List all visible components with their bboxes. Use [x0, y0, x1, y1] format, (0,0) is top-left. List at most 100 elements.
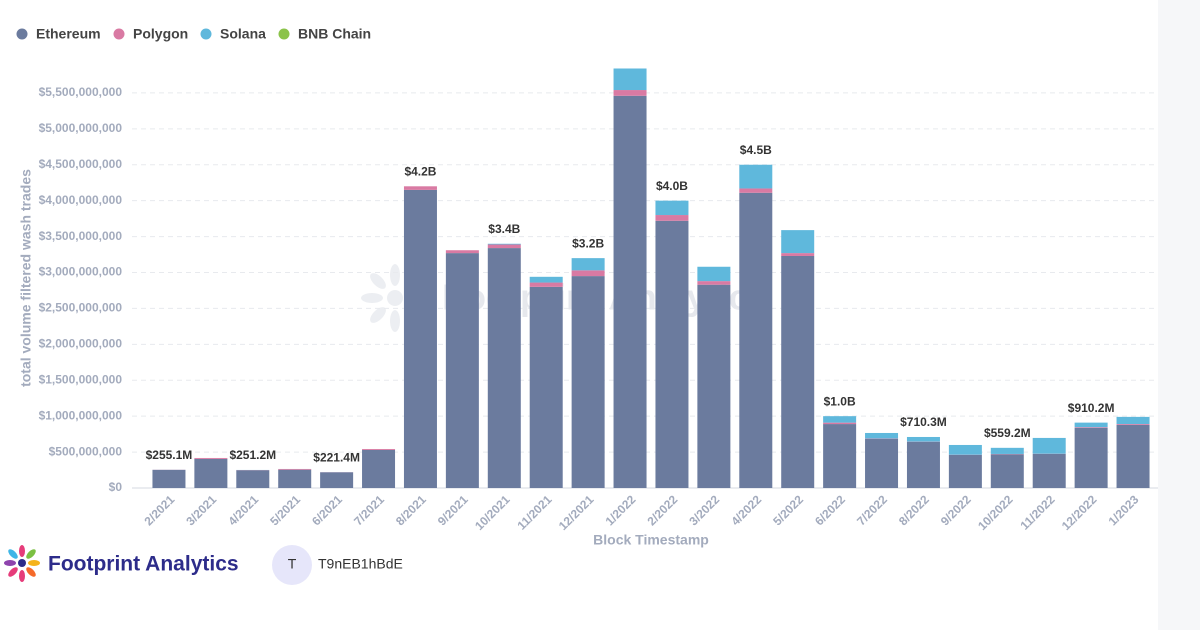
x-tick-label: 12/2022 [1059, 492, 1100, 533]
legend-label: Polygon [133, 26, 188, 42]
x-tick-label: 8/2021 [393, 492, 429, 528]
bar-segment [907, 442, 940, 488]
x-tick-label: 9/2021 [435, 492, 471, 528]
bar-segment [865, 433, 898, 439]
bar-segment [655, 215, 688, 221]
legend-swatch [201, 29, 212, 40]
bar-segment [739, 165, 772, 189]
x-tick-label: 5/2021 [267, 492, 303, 528]
bar-segment [907, 437, 940, 442]
bar-segment [152, 470, 185, 488]
user-name[interactable]: T9nEB1hBdE [318, 556, 403, 572]
bar-segment [949, 445, 982, 455]
bar-segment [1033, 438, 1066, 454]
x-tick-label: 4/2022 [728, 492, 764, 528]
bar-segment [655, 201, 688, 215]
x-tick-label: 2/2022 [644, 492, 680, 528]
total-label: $4.5B [740, 143, 772, 157]
bar-segment [697, 281, 730, 285]
bar-segment [739, 188, 772, 192]
x-tick-label: 8/2022 [896, 492, 932, 528]
bar-segment [823, 424, 856, 488]
avatar-initial: T [288, 556, 297, 572]
x-tick-label: 3/2021 [183, 492, 219, 528]
bar-segment [823, 416, 856, 422]
x-tick-label: 10/2022 [975, 492, 1016, 533]
bar-segment [614, 68, 647, 90]
x-axis-title: Block Timestamp [593, 532, 709, 548]
bar-segment [1117, 417, 1150, 424]
bar-segment [362, 450, 395, 488]
bar-segment [572, 258, 605, 270]
bar-segment [572, 276, 605, 488]
bar-segment [1117, 425, 1150, 488]
total-label: $559.2M [984, 426, 1031, 440]
bar-segment [530, 287, 563, 488]
total-label: $910.2M [1068, 401, 1115, 415]
x-tick-label: 11/2022 [1017, 492, 1057, 532]
bar-segment [194, 458, 227, 459]
total-label: $3.4B [488, 222, 520, 236]
y-tick-label: $3,000,000,000 [39, 265, 123, 279]
y-tick-label: $5,500,000,000 [39, 85, 123, 99]
bar-segment [404, 186, 437, 190]
y-tick-label: $1,000,000,000 [39, 408, 123, 422]
bar-segment [781, 230, 814, 253]
total-label: $251.2M [229, 448, 276, 462]
y-tick-label: $2,500,000,000 [39, 301, 123, 315]
bar-segment [781, 256, 814, 488]
bar-segment [404, 190, 437, 488]
bar-segment [446, 250, 479, 253]
x-tick-label: 10/2021 [472, 492, 513, 533]
bar-segment [991, 454, 1024, 488]
y-tick-label: $4,500,000,000 [39, 157, 123, 171]
bar-segment [991, 448, 1024, 454]
legend-label: BNB Chain [298, 26, 371, 42]
bar-segment [320, 472, 353, 488]
total-label: $710.3M [900, 415, 947, 429]
side-strip [1158, 0, 1200, 630]
x-tick-label: 7/2021 [351, 492, 387, 528]
x-tick-label: 11/2021 [514, 492, 554, 532]
bar-segment [614, 90, 647, 96]
bar-segment [236, 470, 269, 488]
bar-segment [781, 253, 814, 256]
bar-segment [697, 267, 730, 281]
footer-logo [4, 545, 40, 582]
bar-segment [530, 283, 563, 287]
bar-segment [362, 449, 395, 450]
legend-swatch [279, 29, 290, 40]
y-tick-label: $4,000,000,000 [39, 193, 123, 207]
bar-segment [278, 469, 311, 470]
x-tick-label: 6/2021 [309, 492, 345, 528]
total-label: $255.1M [146, 448, 193, 462]
x-tick-label: 9/2022 [938, 492, 974, 528]
x-tick-label: 6/2022 [812, 492, 848, 528]
total-label: $3.2B [572, 236, 604, 250]
x-tick-label: 2/2021 [141, 492, 177, 528]
x-tick-label: 12/2021 [556, 492, 597, 533]
bar-segment [488, 248, 521, 488]
legend-swatch [17, 29, 28, 40]
bar-segment [488, 244, 521, 248]
bar-segment [739, 193, 772, 488]
y-tick-label: $2,000,000,000 [39, 337, 123, 351]
y-axis-title: total volume filtered wash trades [18, 169, 34, 387]
total-label: $4.2B [404, 164, 436, 178]
bar-segment [194, 459, 227, 488]
bar-segment [697, 285, 730, 488]
bar-segment [1075, 428, 1108, 488]
bar-segment [1075, 427, 1108, 428]
x-tick-label: 3/2022 [686, 492, 722, 528]
bar-segment [1075, 423, 1108, 428]
total-label: $1.0B [824, 394, 856, 408]
legend-label: Solana [220, 26, 266, 42]
bar-segment [1033, 454, 1066, 488]
bar-segment [488, 244, 521, 245]
y-tick-label: $5,000,000,000 [39, 121, 123, 135]
x-tick-label: 7/2022 [854, 492, 890, 528]
total-label: $4.0B [656, 179, 688, 193]
x-tick-label: 4/2021 [225, 492, 261, 528]
x-tick-label: 5/2022 [770, 492, 806, 528]
